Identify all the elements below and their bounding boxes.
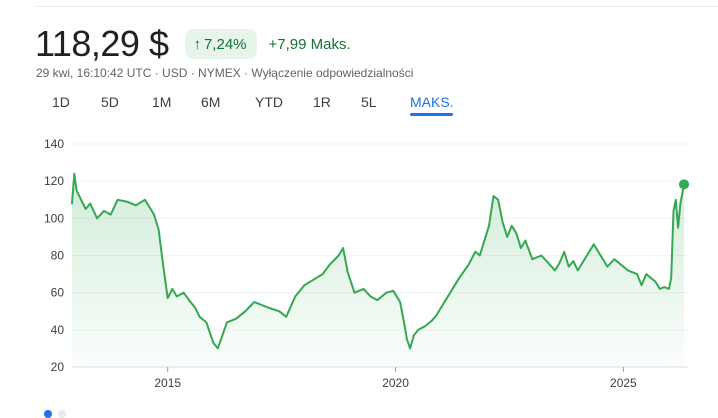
- active-tab-underline: [410, 113, 453, 116]
- legend-dot-secondary: [58, 410, 66, 418]
- price-line: [71, 172, 685, 350]
- y-tick-label: 20: [51, 360, 65, 374]
- tab-5l[interactable]: 5L: [361, 94, 377, 110]
- x-tick-label: 2015: [154, 376, 181, 390]
- tab-1r[interactable]: 1R: [313, 94, 331, 110]
- absolute-change: +7,99 Maks.: [268, 35, 351, 53]
- price-area-fill: [72, 173, 684, 367]
- tab-5d[interactable]: 5D: [101, 94, 119, 110]
- percent-change-badge: ↑ 7,24%: [185, 29, 257, 59]
- tab-max[interactable]: MAKS.: [410, 94, 454, 110]
- tab-ytd[interactable]: YTD: [255, 94, 283, 110]
- y-tick-label: 40: [51, 323, 65, 337]
- tab-1m[interactable]: 1M: [152, 94, 172, 110]
- arrow-up-icon: ↑: [193, 35, 201, 53]
- current-price: 118,29 $: [35, 23, 169, 64]
- y-tick-label: 60: [51, 286, 65, 300]
- quote-meta: 29 kwi, 16:10:42 UTC · USD · NYMEX · Wył…: [36, 66, 414, 80]
- tab-1d[interactable]: 1D: [52, 94, 70, 110]
- x-tick-label: 2025: [610, 376, 637, 390]
- legend-dot-primary: [44, 410, 52, 418]
- quote-header: 118,29 $ ↑ 7,24% +7,99 Maks.: [35, 22, 351, 66]
- y-tick-label: 140: [44, 137, 64, 151]
- percent-change-value: 7,24%: [203, 35, 247, 53]
- top-divider: [36, 6, 718, 7]
- price-chart[interactable]: 140 120 100 80 60 40 20 2015 2020 2025: [0, 130, 718, 400]
- y-tick-label: 80: [51, 249, 65, 263]
- y-tick-label: 120: [44, 174, 64, 188]
- tab-6m[interactable]: 6M: [201, 94, 221, 110]
- last-price-dot: [679, 179, 689, 190]
- x-tick-label: 2020: [382, 376, 409, 390]
- y-tick-label: 100: [44, 211, 64, 225]
